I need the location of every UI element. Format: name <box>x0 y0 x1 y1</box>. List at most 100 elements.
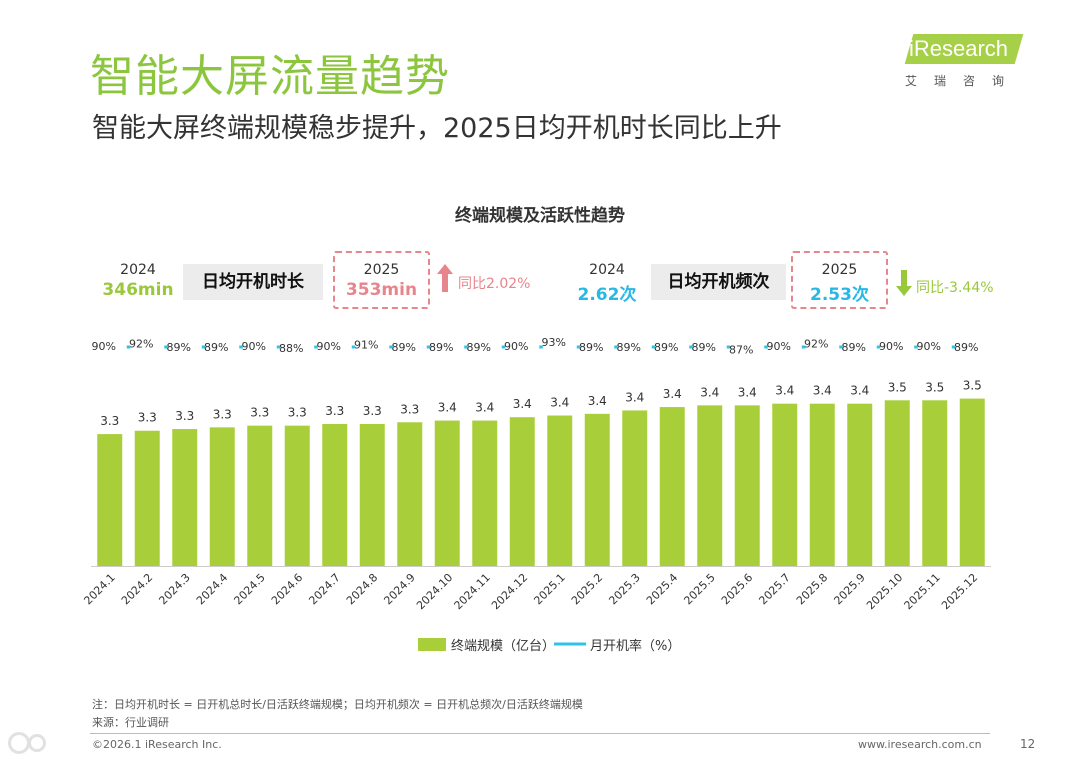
arrow-down-icon <box>896 270 912 296</box>
line-point-2025.4: 89% <box>654 341 678 354</box>
bar-label-2024.12: 3.4 <box>513 397 532 411</box>
line-point-2025.2: 89% <box>579 341 603 354</box>
x-tick-2024.9: 2024.9 <box>381 571 417 607</box>
kpi-frequency-prev-year: 2024 <box>589 262 625 278</box>
bar-label-2025.5: 3.4 <box>700 385 719 399</box>
x-tick-2025.5: 2025.5 <box>681 571 717 607</box>
kpi-duration-highlight-box <box>333 251 430 309</box>
line-point-2024.6: 88% <box>279 342 303 355</box>
bar-label-2024.11: 3.4 <box>475 401 494 415</box>
x-tick-2024.5: 2024.5 <box>231 571 267 607</box>
line-point-2024.5: 90% <box>242 340 266 353</box>
x-tick-2025.7: 2025.7 <box>756 571 792 607</box>
line-point-2025.11: 90% <box>917 340 941 353</box>
line-point-2024.12: 90% <box>504 340 528 353</box>
x-tick-2024.2: 2024.2 <box>119 571 155 607</box>
bar-label-2025.1: 3.4 <box>550 396 569 410</box>
bar-label-2025.10: 3.5 <box>888 380 907 394</box>
page-title: 智能大屏流量趋势 <box>90 51 450 102</box>
bar-label-2024.10: 3.4 <box>438 401 457 415</box>
bar-2025.7 <box>772 403 798 566</box>
kpi-frequency-highlight-box <box>791 251 888 309</box>
bar-2024.11 <box>472 420 498 566</box>
bar-label-2024.7: 3.3 <box>325 404 344 418</box>
bar-2024.6 <box>284 425 310 566</box>
line-point-2025.1: 93% <box>542 336 566 349</box>
bar-2025.5 <box>697 405 723 566</box>
x-tick-2024.12: 2024.12 <box>489 571 530 612</box>
x-tick-2024.8: 2024.8 <box>344 571 380 607</box>
footer-copyright: ©2026.1 iResearch Inc. <box>92 738 222 751</box>
bar-2025.4 <box>659 407 685 566</box>
bar-label-2025.4: 3.4 <box>663 387 682 401</box>
line-point-2025.6: 87% <box>729 343 753 356</box>
line-point-2025.8: 92% <box>804 337 828 350</box>
footer-url[interactable]: www.iresearch.com.cn <box>858 738 982 751</box>
kpi-frequency-prev-value: 2.62次 <box>577 285 637 305</box>
x-tick-2025.11: 2025.11 <box>902 571 943 612</box>
line-point-2025.10: 90% <box>879 340 903 353</box>
logo-cn: 艾瑞咨询 <box>905 74 1022 88</box>
kpi-duration-prev-year: 2024 <box>120 262 156 278</box>
line-point-2025.7: 90% <box>767 340 791 353</box>
bar-label-2024.2: 3.3 <box>138 411 157 425</box>
bar-label-2024.3: 3.3 <box>175 409 194 423</box>
bar-label-2025.7: 3.4 <box>775 384 794 398</box>
x-tick-2024.4: 2024.4 <box>194 571 230 607</box>
bar-label-2025.6: 3.4 <box>738 385 757 399</box>
bar-2024.3 <box>172 429 198 566</box>
bar-2025.6 <box>734 405 760 566</box>
line-point-2024.11: 89% <box>467 341 491 354</box>
bar-2025.2 <box>584 413 610 566</box>
bar-2025.8 <box>809 403 835 566</box>
line-point-2024.7: 90% <box>317 340 341 353</box>
bar-label-2024.8: 3.3 <box>363 404 382 418</box>
bar-2024.2 <box>134 430 160 566</box>
bar-2024.9 <box>397 422 423 566</box>
legend-swatch-bars <box>418 638 446 651</box>
kpi-duration-label: 日均开机时长 <box>183 264 323 300</box>
legend-label-line: 月开机率（%） <box>590 638 680 654</box>
line-point-2024.3: 89% <box>167 341 191 354</box>
bar-2024.10 <box>434 420 460 566</box>
x-tick-2025.12: 2025.12 <box>939 571 980 612</box>
watermark-logo <box>4 728 144 758</box>
kpi-frequency-curr-value: 2.53次 <box>810 285 869 305</box>
line-point-2025.3: 89% <box>617 341 641 354</box>
x-tick-2025.3: 2025.3 <box>606 571 642 607</box>
bar-2024.7 <box>322 423 348 566</box>
kpi-duration-curr-year: 2025 <box>363 262 400 278</box>
x-tick-2024.3: 2024.3 <box>156 571 192 607</box>
line-point-2025.5: 89% <box>692 341 716 354</box>
kpi-frequency-curr-year: 2025 <box>821 262 858 278</box>
x-tick-2024.11: 2024.11 <box>452 571 493 612</box>
line-point-2025.12: 89% <box>954 341 978 354</box>
bar-label-2025.12: 3.5 <box>963 379 982 393</box>
kpi-frequency-label: 日均开机频次 <box>651 264 786 300</box>
bar-label-2024.5: 3.3 <box>250 406 269 420</box>
kpi-duration-change: 同比2.02% <box>458 276 531 292</box>
x-tick-2025.6: 2025.6 <box>719 571 755 607</box>
bar-2024.5 <box>247 425 273 566</box>
bar-2024.8 <box>359 423 385 566</box>
bar-2025.1 <box>547 415 573 566</box>
bar-label-2025.2: 3.4 <box>588 394 607 408</box>
iresearch-logo: iResearch 艾瑞咨询 <box>904 34 1024 94</box>
x-tick-2024.7: 2024.7 <box>306 571 342 607</box>
chart-title: 终端规模及活跃性趋势 <box>455 206 625 226</box>
logo-text: iResearch <box>909 36 1009 61</box>
line-point-2024.8: 91% <box>354 339 378 352</box>
line-point-2024.10: 89% <box>429 341 453 354</box>
bar-label-2024.4: 3.3 <box>213 407 232 421</box>
kpi-duration-curr-value: 353min <box>345 280 418 300</box>
arrow-up-icon <box>437 264 453 292</box>
kpi-duration-prev-value: 346min <box>102 280 174 300</box>
kpi-frequency-change: 同比-3.44% <box>916 280 994 296</box>
line-point-2024.2: 92% <box>129 337 153 350</box>
x-tick-2025.10: 2025.10 <box>864 571 905 612</box>
x-tick-2024.6: 2024.6 <box>269 571 305 607</box>
x-tick-2025.9: 2025.9 <box>831 571 867 607</box>
page-subtitle: 智能大屏终端规模稳步提升，2025日均开机时长同比上升 <box>92 113 782 144</box>
footer-divider <box>90 733 990 734</box>
